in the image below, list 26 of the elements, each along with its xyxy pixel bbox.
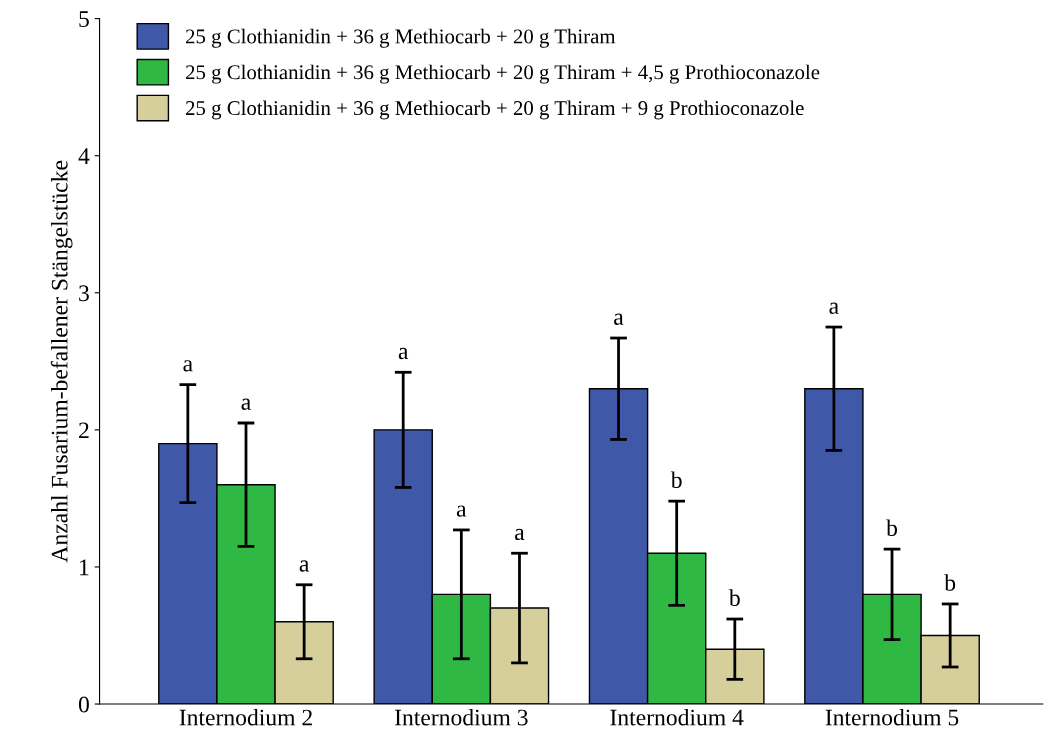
x-tick-label: Internodium 2 xyxy=(179,708,312,726)
y-tick-label: 3 xyxy=(79,285,89,302)
annotation: a xyxy=(299,560,310,572)
x-tick-label: Internodium 5 xyxy=(825,708,959,726)
y-tick-label: 4 xyxy=(78,148,90,164)
legend-label: 25 g Clothianidin + 36 g Methiocarb + 20 g Thiram xyxy=(186,28,616,48)
annotation: a xyxy=(456,505,467,517)
annotation: b xyxy=(670,471,682,489)
y-tick-label: 2 xyxy=(79,422,89,439)
annotation: b xyxy=(944,574,956,591)
annotation: a xyxy=(398,347,409,360)
annotation: b xyxy=(886,519,898,536)
annotation: a xyxy=(829,302,839,314)
legend-label: 25 g Clothianidin + 36 g Methiocarb + 20 g Thiram + 9 g Prothioconazole xyxy=(186,100,804,120)
y-tick-label: 5 xyxy=(79,11,89,28)
annotation: a xyxy=(515,528,525,541)
legend-label: 25 g Clothianidin + 36 g Methiocarb + 20 g Thiram + 4,5 g Prothioconazole xyxy=(186,64,820,84)
annotation: a xyxy=(614,313,624,325)
y-tick-label: 0 xyxy=(78,696,89,713)
annotation: a xyxy=(241,398,251,410)
annotation: b xyxy=(728,589,740,606)
annotation: a xyxy=(183,360,193,372)
x-tick-label: Internodium 3 xyxy=(394,708,528,726)
y-tick-label: 1 xyxy=(80,559,89,576)
x-tick-label: Internodium 4 xyxy=(610,708,744,726)
y-axis-title: Anzahl Fusarium-befallener Stängelstücke xyxy=(50,160,73,563)
